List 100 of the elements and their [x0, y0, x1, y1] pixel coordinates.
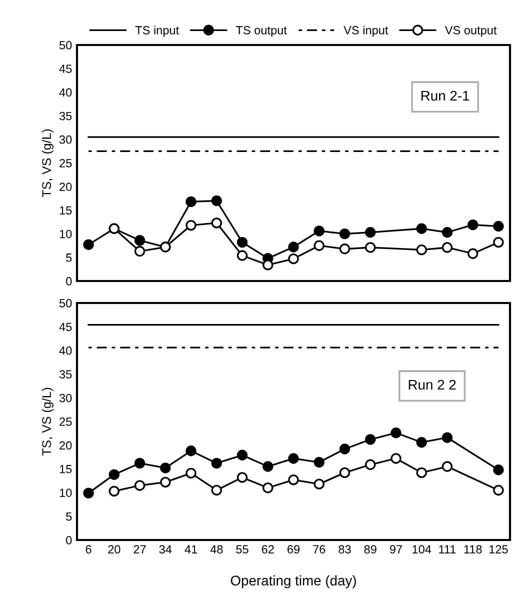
- y-tick-label: 45: [59, 322, 72, 332]
- point: [288, 242, 299, 252]
- point: [236, 450, 248, 461]
- point: [468, 248, 478, 259]
- y-tick-label: 10: [60, 488, 72, 497]
- y-tick-label: 20: [60, 441, 72, 450]
- point: [186, 196, 196, 208]
- point: [262, 260, 274, 270]
- y-tick-label: 35: [59, 112, 72, 120]
- x-tick-label: 27: [134, 545, 146, 554]
- x-tick-label: 89: [364, 545, 376, 554]
- point: [390, 428, 402, 438]
- point: [314, 456, 324, 468]
- point: [493, 220, 504, 232]
- point: [83, 239, 94, 250]
- point: [493, 236, 504, 248]
- point: [83, 488, 94, 498]
- annotation: Run 2-1: [421, 90, 470, 101]
- point: [468, 219, 478, 230]
- point: [493, 484, 504, 496]
- point: [416, 223, 427, 234]
- y-tick-label: 25: [60, 418, 72, 426]
- x-tick-label: 83: [338, 545, 351, 554]
- point: [442, 242, 453, 253]
- x-tick-label: 125: [490, 545, 508, 554]
- legend-label: VS output: [444, 26, 497, 37]
- point: [186, 468, 196, 479]
- annotation: Run 2 2: [408, 380, 456, 390]
- y-tick-label: 20: [60, 182, 72, 191]
- legend-label: TS input: [135, 26, 179, 37]
- y-tick-label: 5: [66, 512, 72, 521]
- x-tick-label: 104: [412, 545, 432, 554]
- y-tick-label: 40: [59, 346, 72, 355]
- point: [339, 444, 350, 454]
- point: [134, 246, 146, 257]
- y-tick-label: 45: [59, 64, 72, 73]
- legend-label: TS output: [236, 26, 287, 37]
- point: [416, 437, 427, 448]
- point: [365, 434, 376, 445]
- point: [236, 472, 248, 483]
- y-tick-label: 15: [60, 206, 72, 215]
- point: [262, 482, 274, 494]
- point: [365, 459, 376, 470]
- y-axis-title: TS, VS (g/L): [42, 129, 54, 198]
- point: [493, 464, 504, 476]
- y-tick-label: 5: [66, 254, 72, 262]
- point: [288, 474, 299, 486]
- point: [236, 236, 248, 248]
- point: [108, 469, 120, 480]
- legend-label: VS input: [344, 26, 388, 37]
- x-tick-label: 6: [86, 545, 92, 554]
- point: [339, 228, 350, 240]
- point: [314, 240, 324, 251]
- point: [211, 195, 222, 206]
- x-tick-label: 69: [288, 545, 300, 554]
- point: [288, 253, 299, 264]
- point: [211, 484, 222, 496]
- point: [211, 218, 222, 228]
- x-axis-title: Operating time (day): [230, 575, 356, 588]
- point: [186, 220, 196, 231]
- point: [160, 462, 171, 474]
- point: [442, 227, 453, 238]
- point: [416, 467, 427, 478]
- point: [134, 480, 146, 491]
- y-tick-label: 0: [66, 536, 72, 544]
- point: [390, 453, 402, 464]
- x-tick-label: 34: [159, 545, 172, 554]
- point: [416, 244, 427, 256]
- point: [365, 242, 376, 253]
- point: [134, 235, 146, 246]
- x-tick-label: 118: [464, 545, 482, 554]
- x-tick-label: 48: [210, 545, 223, 554]
- y-tick-label: 25: [60, 159, 72, 168]
- point: [314, 226, 324, 236]
- point: [211, 458, 222, 469]
- x-tick-label: 97: [390, 545, 402, 554]
- y-tick-label: 30: [59, 394, 72, 402]
- y-tick-label: 15: [60, 465, 72, 474]
- point: [186, 446, 196, 456]
- point: [314, 478, 324, 490]
- point: [134, 458, 146, 469]
- point: [339, 467, 350, 478]
- y-tick-label: 0: [66, 277, 72, 286]
- x-tick-label: 20: [108, 545, 120, 554]
- y-tick-label: 10: [60, 230, 72, 238]
- point: [339, 244, 350, 254]
- point: [365, 227, 376, 238]
- x-tick-label: 76: [313, 545, 326, 554]
- point: [236, 250, 248, 261]
- point: [442, 432, 453, 443]
- y-tick-label: 40: [59, 88, 72, 97]
- x-tick-label: 55: [236, 545, 248, 554]
- point: [160, 476, 171, 488]
- y-tick-label: 35: [59, 370, 72, 378]
- y-tick-label: 50: [59, 41, 72, 50]
- point: [262, 461, 274, 472]
- point: [108, 486, 120, 497]
- y-tick-label: 30: [59, 135, 72, 144]
- x-tick-label: 62: [262, 545, 274, 554]
- y-axis-title: TS, VS (g/L): [42, 388, 54, 456]
